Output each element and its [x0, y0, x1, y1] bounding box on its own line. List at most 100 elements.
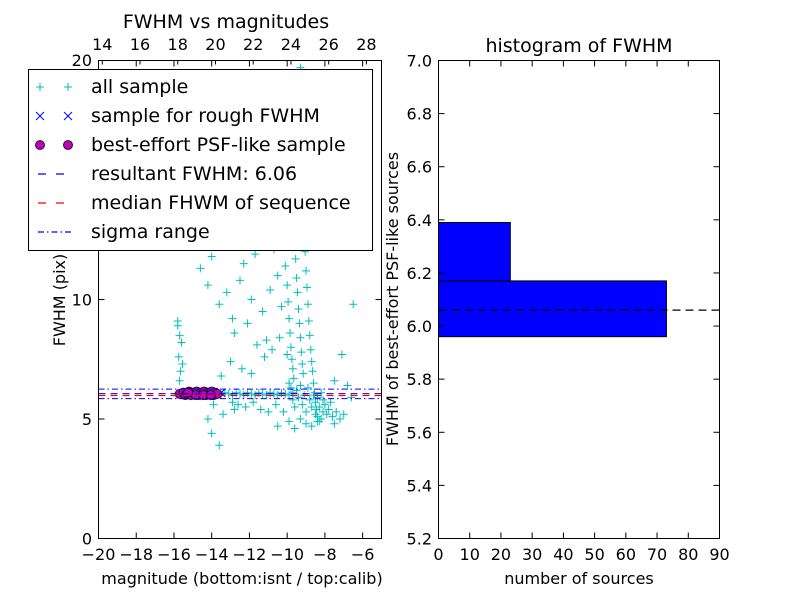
sample-point [175, 376, 184, 385]
legend-label: resultant FWHM: 6.06 [91, 163, 297, 185]
sample-point [174, 352, 183, 361]
sample-point [284, 297, 293, 306]
sample-point [298, 400, 307, 409]
sample-point [311, 398, 320, 407]
histogram-y-tick-label: 5.6 [407, 423, 432, 442]
sample-point [313, 417, 322, 426]
legend-entry: median FHWM of sequence [38, 192, 351, 214]
sample-point [298, 360, 307, 369]
scatter-y-tick-label: 10 [72, 291, 92, 310]
histogram-bars [438, 221, 667, 338]
scatter-y-tick-label: 5 [82, 410, 92, 429]
histogram-bar [438, 280, 667, 338]
sample-point [247, 295, 256, 304]
histogram-title: histogram of FWHM [485, 35, 672, 57]
sample-point [266, 285, 275, 294]
scatter-x-tick-label: −12 [233, 545, 267, 564]
sample-point [337, 350, 346, 359]
histogram-y-tick-label: 5.2 [407, 530, 432, 549]
histogram-x-tick-label: 30 [522, 545, 542, 564]
sample-point [343, 381, 352, 390]
sample-point [230, 328, 239, 337]
sample-point [247, 369, 256, 378]
sample-point [296, 381, 305, 390]
scatter-x-tick-label: −8 [313, 545, 337, 564]
scatter-x-tick-label: −14 [195, 545, 229, 564]
scatter-plot: FWHM vs magnitudes −20 −18 −16 −14 −12 −10 −8−… [28, 11, 383, 588]
sample-point [302, 283, 311, 292]
histogram-y-tick-label: 6.4 [407, 211, 432, 230]
scatter-top-ticks: 14 16 18 20 22 24 26 28 [92, 35, 377, 65]
sample-point [241, 403, 250, 412]
sample-point [326, 398, 335, 407]
histogram-y-tick-label: 6.2 [407, 264, 432, 283]
sample-point [292, 273, 301, 282]
legend-marker [35, 140, 45, 150]
sample-point [320, 400, 329, 409]
scatter-x-tick-label: −10 [270, 545, 304, 564]
sample-point [299, 369, 308, 378]
histogram-x-tick-label: 20 [491, 545, 511, 564]
sample-point [279, 407, 288, 416]
histogram-y-axis-title: FWHM of best-effort PSF-like sources [383, 152, 402, 446]
sample-point [271, 400, 280, 409]
sample-point [290, 403, 299, 412]
sample-point [304, 317, 313, 326]
sample-point [307, 403, 316, 412]
scatter-x-tick-label: −18 [119, 545, 153, 564]
histogram-y-tick-label: 6.0 [407, 317, 432, 336]
sample-point [219, 410, 228, 419]
sample-point [306, 345, 315, 354]
legend-label: best-effort PSF-like sample [91, 134, 346, 156]
histogram-x-tick-label: 0 [433, 545, 443, 564]
sample-point [237, 364, 246, 373]
legend-marker [64, 83, 72, 91]
sample-point [305, 331, 314, 340]
histogram-frame [438, 60, 720, 539]
legend-label: sigma range [91, 221, 210, 243]
sample-point [236, 276, 244, 285]
sample-point [286, 343, 295, 352]
sample-point [332, 407, 341, 416]
histogram-x-tick-label: 40 [553, 545, 573, 564]
legend-entry: resultant FWHM: 6.06 [38, 163, 297, 185]
sample-point [230, 405, 239, 414]
sample-point [315, 403, 324, 412]
histogram-x-tick-label: 90 [709, 545, 729, 564]
sample-point [330, 419, 339, 428]
scatter-x-tick-label: −16 [157, 545, 191, 564]
histogram-y-tick-label: 5.4 [407, 476, 432, 495]
scatter-x-ticks: −20 −18 −16 −14 −12 −10 −8 −6 [82, 60, 374, 564]
sample-point [283, 281, 292, 290]
sample-point [196, 264, 205, 273]
sample-point [239, 259, 248, 268]
sample-point [294, 393, 303, 402]
histogram-y-tick-label: 6.6 [407, 158, 432, 177]
sample-point [217, 371, 226, 380]
sample-point [297, 348, 306, 357]
scatter-y-tick-label: 0 [82, 530, 92, 549]
sample-point [252, 340, 261, 349]
legend-marker [35, 111, 45, 121]
sample-point [262, 336, 271, 345]
histogram-x-tick-label: 80 [678, 545, 698, 564]
sample-point [313, 393, 322, 402]
histogram-x-tick-label: 50 [584, 545, 604, 564]
sample-point [260, 352, 269, 361]
sample-point [305, 395, 314, 404]
sample-point [302, 407, 311, 416]
sample-point [173, 321, 182, 330]
scatter-top-tick-label: 14 [92, 35, 112, 54]
histogram-plot: histogram of FWHM 0 10 20 30 40 50 60 70 80 90 5.… [383, 35, 730, 588]
legend-entries: all sample sample for rough FWHM best-effo… [35, 76, 351, 243]
sample-point [307, 357, 316, 366]
sample-point [307, 422, 316, 431]
sample-point [311, 410, 320, 419]
sample-point [264, 407, 273, 416]
psf-sample-point [183, 387, 194, 398]
sample-point [175, 331, 184, 340]
sample-point [347, 393, 356, 402]
sample-point [285, 314, 294, 323]
sample-point [339, 410, 348, 419]
